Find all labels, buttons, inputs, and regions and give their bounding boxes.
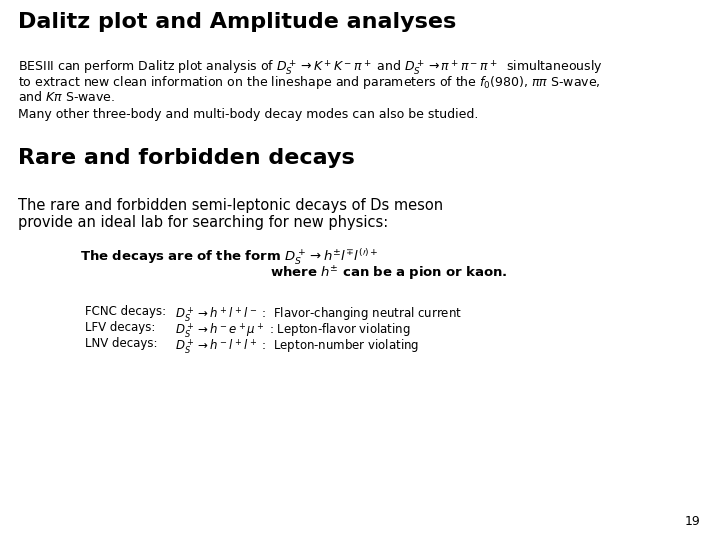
Text: $D_S^+ \rightarrow h^-e^+\mu^+$ : Lepton-flavor violating: $D_S^+ \rightarrow h^-e^+\mu^+$ : Lepton… — [175, 321, 410, 340]
Text: Rare and forbidden decays: Rare and forbidden decays — [18, 148, 355, 168]
Text: Many other three-body and multi-body decay modes can also be studied.: Many other three-body and multi-body dec… — [18, 108, 478, 121]
Text: FCNC decays:: FCNC decays: — [85, 305, 166, 318]
Text: $\mathbf{The\ decays\ are\ of\ the\ form}\ $$D_S^+ \rightarrow h^{\pm}l^{\mp}l^{: $\mathbf{The\ decays\ are\ of\ the\ form… — [80, 248, 379, 267]
Text: provide an ideal lab for searching for new physics:: provide an ideal lab for searching for n… — [18, 215, 388, 230]
Text: to extract new clean information on the lineshape and parameters of the $f_0(980: to extract new clean information on the … — [18, 74, 600, 91]
Text: $D_S^+ \rightarrow h^+l^+l^-$ :  Flavor-changing neutral current: $D_S^+ \rightarrow h^+l^+l^-$ : Flavor-c… — [175, 305, 462, 324]
Text: Dalitz plot and Amplitude analyses: Dalitz plot and Amplitude analyses — [18, 12, 456, 32]
Text: $D_S^+ \rightarrow h^-l^+l^+$ :  Lepton-number violating: $D_S^+ \rightarrow h^-l^+l^+$ : Lepton-n… — [175, 337, 419, 356]
Text: BESIII can perform Dalitz plot analysis of $D_S^+ \rightarrow K^+K^-\pi^+$ and $: BESIII can perform Dalitz plot analysis … — [18, 58, 603, 77]
Text: and $K\pi$ S-wave.: and $K\pi$ S-wave. — [18, 90, 115, 104]
Text: 19: 19 — [684, 515, 700, 528]
Text: $\mathbf{where}\ $$h^{\pm}$$\mathbf{\ can\ be\ a\ pion\ or\ kaon.}$: $\mathbf{where}\ $$h^{\pm}$$\mathbf{\ ca… — [270, 265, 508, 284]
Text: LFV decays:: LFV decays: — [85, 321, 156, 334]
Text: The rare and forbidden semi-leptonic decays of Ds meson: The rare and forbidden semi-leptonic dec… — [18, 198, 443, 213]
Text: LNV decays:: LNV decays: — [85, 337, 158, 350]
